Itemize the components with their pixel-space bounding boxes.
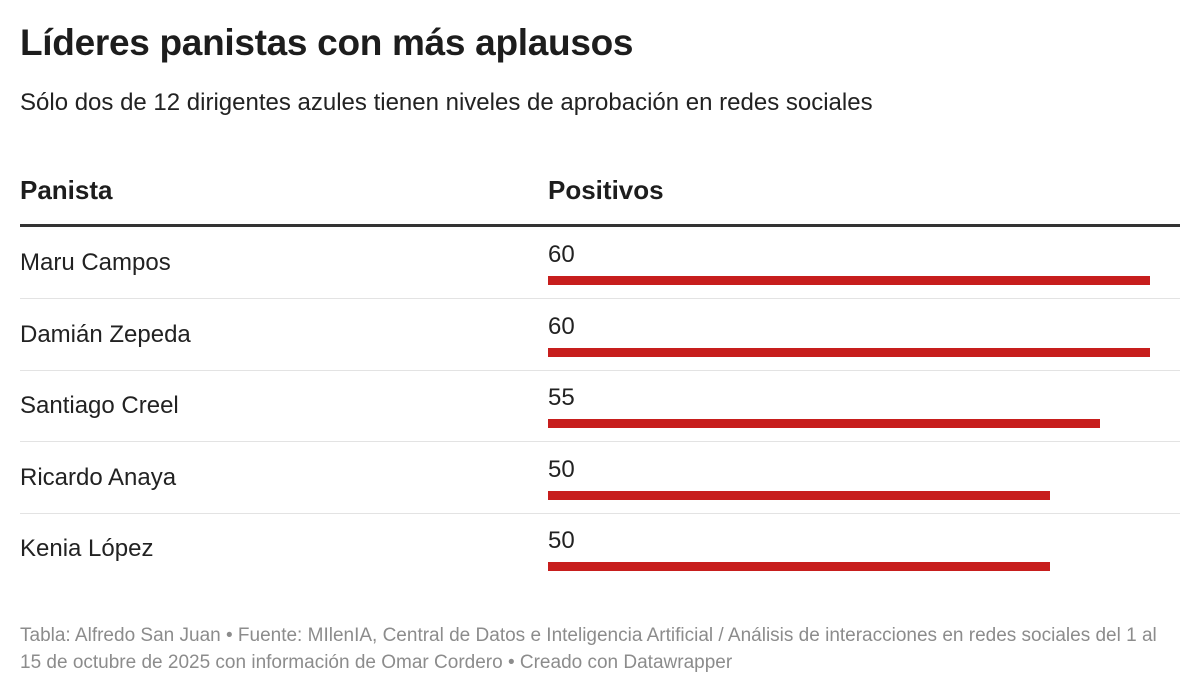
bar: [548, 347, 1150, 357]
row-name: Santiago Creel: [20, 392, 179, 420]
bar: [548, 276, 1150, 285]
table-row: Kenia López 50: [20, 513, 1180, 584]
bar: [548, 562, 1050, 572]
table-row: Damián Zepeda 60: [20, 299, 1180, 371]
value-label: 55: [548, 384, 575, 412]
row-name: Maru Campos: [20, 249, 171, 276]
value-label: 50: [548, 455, 575, 483]
bar: [548, 490, 1050, 500]
row-name: Damián Zepeda: [20, 320, 191, 348]
header-divider: [20, 224, 1180, 227]
value-label: 50: [548, 527, 575, 555]
value-label: 60: [548, 241, 575, 268]
row-name: Kenia López: [20, 535, 154, 563]
table-row: Maru Campos 60: [20, 227, 1180, 299]
value-label: 60: [548, 312, 575, 340]
table-row: Santiago Creel 55: [20, 370, 1180, 443]
footer-notes: Tabla: Alfredo San Juan • Fuente: MIlenI…: [20, 625, 1157, 673]
column-header-positivos[interactable]: Positivos: [548, 175, 664, 205]
row-name: Ricardo Anaya: [20, 463, 177, 491]
column-header-panista[interactable]: Panista: [20, 175, 113, 205]
table-row: Ricardo Anaya 50: [20, 442, 1180, 514]
chart-title: Líderes panistas con más aplausos: [20, 22, 634, 63]
chart-subtitle: Sólo dos de 12 dirigentes azules tienen …: [20, 89, 873, 116]
bar: [548, 419, 1100, 429]
